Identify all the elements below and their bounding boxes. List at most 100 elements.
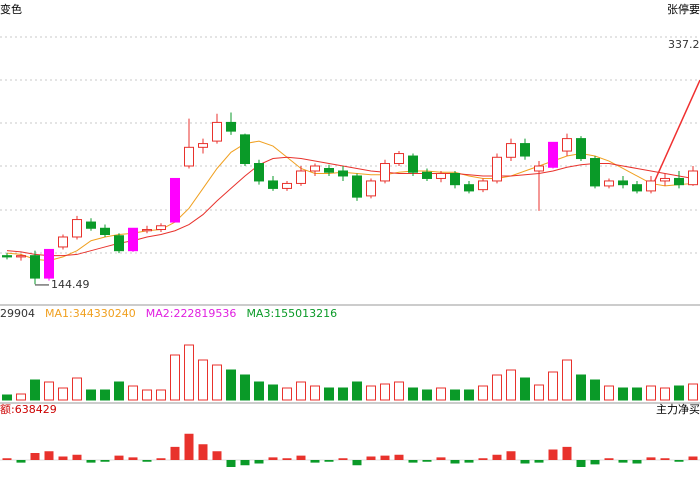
net-buy-bar <box>268 457 278 460</box>
candle-body <box>618 180 628 186</box>
volume-bar <box>142 389 152 401</box>
net-buy-bar <box>338 458 348 460</box>
volume-bar <box>254 381 264 401</box>
candle-body <box>282 182 292 189</box>
candle-body <box>576 138 586 160</box>
volume-bar <box>170 354 180 401</box>
volume-bar <box>128 385 138 401</box>
volume-header: MA3:155013216 <box>246 307 337 320</box>
candle-body <box>674 177 684 186</box>
candle-body <box>590 158 600 187</box>
net-buy-bar <box>632 460 642 464</box>
volume-header: 29904 <box>0 307 35 320</box>
net-buy-bar <box>170 446 180 460</box>
net-buy-bar <box>254 460 264 464</box>
candle-body <box>548 141 558 168</box>
volume-bar <box>632 387 642 401</box>
volume-bar <box>562 359 572 401</box>
candle-body <box>128 227 138 252</box>
candle-body <box>310 165 320 172</box>
volume-bar <box>450 389 460 401</box>
candle-body <box>30 255 40 279</box>
candle-body <box>254 163 264 182</box>
net-buy-bar <box>394 454 404 460</box>
net-buy-bar <box>352 460 362 466</box>
volume-bar <box>184 344 194 401</box>
volume-header: MA2:222819536 <box>146 307 237 320</box>
candle-body <box>16 255 26 258</box>
net-buy-bar <box>100 460 110 462</box>
volume-bar <box>114 381 124 401</box>
net-buy-bar <box>562 446 572 460</box>
candle-body <box>660 177 670 182</box>
corner-label: 张停要 <box>667 2 700 16</box>
volume-bar <box>478 385 488 401</box>
volume-bar <box>86 389 96 401</box>
net-buy-bar <box>506 451 516 460</box>
net-buy-bar <box>688 456 698 460</box>
volume-bar <box>72 377 82 401</box>
volume-bar <box>520 377 530 401</box>
net-buy-bar <box>2 458 12 460</box>
candle-body <box>632 184 642 192</box>
net-buy-bar <box>408 460 418 463</box>
candle-body <box>478 180 488 191</box>
candle-body <box>394 153 404 165</box>
volume-bar <box>44 381 54 401</box>
candle-body <box>380 163 390 182</box>
volume-bar <box>212 364 222 401</box>
net-buy-bar <box>58 456 68 460</box>
volume-bar <box>338 387 348 401</box>
candle-body <box>2 255 12 258</box>
candle-body <box>86 221 96 229</box>
candle-body <box>604 180 614 187</box>
net-buy-bar <box>534 460 544 463</box>
volume-bar <box>352 381 362 401</box>
candle-body <box>198 143 208 148</box>
volume-bar <box>282 387 292 401</box>
candle-body <box>450 172 460 186</box>
net-buy-bar <box>422 460 432 462</box>
volume-bar <box>296 381 306 401</box>
candle-body <box>114 235 124 252</box>
net-buy-bar <box>142 460 152 462</box>
net-buy-bar <box>478 458 488 460</box>
net-buy-bar <box>30 453 40 460</box>
net-buy-bar <box>674 460 684 462</box>
net-buy-bar <box>212 451 222 460</box>
volume-bar <box>16 393 26 401</box>
volume-bar <box>268 384 278 401</box>
candle-body <box>338 170 348 177</box>
volume-bar <box>604 385 614 401</box>
net-buy-bar <box>128 457 138 460</box>
net-buy-bar <box>296 455 306 460</box>
candle-body <box>268 180 278 189</box>
volume-bar <box>226 369 236 401</box>
volume-bar <box>324 387 334 401</box>
candle-body <box>156 225 166 231</box>
candle-body <box>240 134 250 165</box>
net-buy-bar <box>604 458 614 460</box>
volume-bar <box>464 389 474 401</box>
net-buy-bar <box>366 456 376 460</box>
net-buy-bar <box>226 460 236 467</box>
net-buy-bar <box>240 460 250 466</box>
candle-body <box>324 167 334 173</box>
volume-bar <box>576 374 586 401</box>
candle-body <box>184 146 194 167</box>
volume-bar <box>240 374 250 401</box>
candle-body <box>226 121 236 132</box>
price-grid <box>0 36 700 254</box>
net-buy-bar <box>618 460 628 463</box>
net-buy-bar <box>380 455 390 460</box>
volume-bar <box>506 369 516 401</box>
volume-bar <box>310 385 320 401</box>
net-buy-bar <box>156 458 166 460</box>
net-buy-bar <box>576 460 586 467</box>
candle-body <box>492 156 502 182</box>
net-buy-bar <box>660 458 670 460</box>
net-buy-bar <box>520 460 530 464</box>
candle-body <box>422 171 432 179</box>
